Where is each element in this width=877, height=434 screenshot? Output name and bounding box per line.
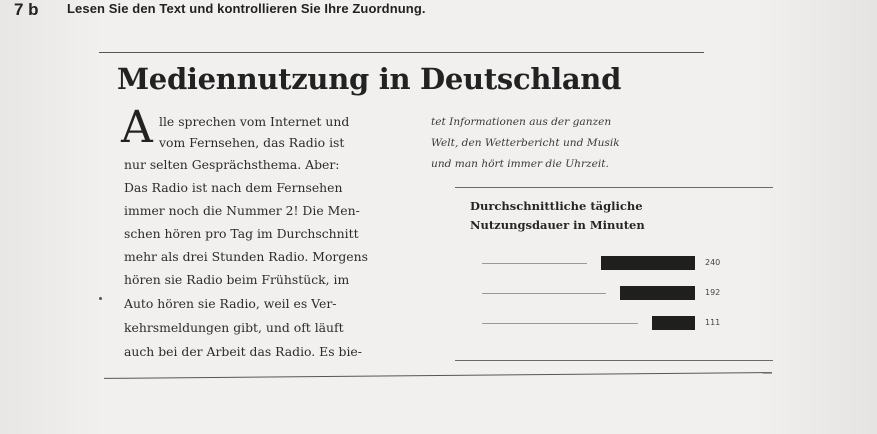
left-text-line: Das Radio ist nach dem Fernsehen (124, 180, 343, 195)
left-text-line: nur selten Gesprächsthema. Aber: (124, 157, 340, 172)
chart-title-line: Durchschnittliche tägliche (470, 199, 643, 213)
top-divider (99, 52, 704, 53)
left-text-line: hören sie Radio beim Frühstück, im (124, 272, 350, 287)
right-text-line: Welt, den Wetterbericht und Musik (431, 137, 620, 149)
chart-answer-line (482, 293, 606, 294)
left-text-line: Auto hören sie Radio, weil es Ver- (124, 296, 337, 311)
article-title: Mediennutzung in Deutschland (117, 62, 622, 96)
left-text-line: schen hören pro Tag im Durchschnitt (124, 226, 359, 241)
usage-chart (455, 187, 773, 361)
left-text-line: lle sprechen vom Internet und (159, 114, 350, 129)
margin-dot (99, 297, 102, 300)
bottom-divider (104, 372, 772, 379)
chart-title-line: Nutzungsdauer in Minuten (470, 218, 645, 232)
chart-answer-line (482, 263, 587, 264)
chart-bar (652, 316, 695, 330)
chart-value-label: 240 (705, 258, 721, 267)
left-text-line: vom Fernsehen, das Radio ist (159, 135, 345, 150)
drop-cap: A (121, 102, 153, 153)
left-text-line: kehrsmeldungen gibt, und oft läuft (124, 320, 344, 335)
task-instruction: Lesen Sie den Text und kontrollieren Sie… (67, 1, 426, 16)
left-text-line: mehr als drei Stunden Radio. Morgens (124, 249, 368, 264)
left-text-line: auch bei der Arbeit das Radio. Es bie- (124, 344, 362, 359)
chart-value-label: 192 (705, 288, 721, 297)
chart-bar (620, 286, 695, 300)
left-text-line: immer noch die Nummer 2! Die Men- (124, 203, 360, 218)
chart-value-label: 111 (705, 318, 721, 327)
chart-answer-line (482, 323, 638, 324)
task-number: 7 b (14, 0, 39, 19)
chart-bar (601, 256, 695, 270)
right-text-line: und man hört immer die Uhrzeit. (431, 158, 609, 170)
right-text-line: tet Informationen aus der ganzen (431, 116, 612, 128)
